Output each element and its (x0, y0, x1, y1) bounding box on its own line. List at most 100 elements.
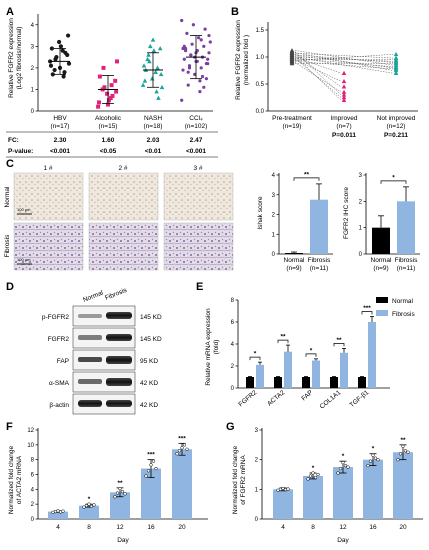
e-sig-3-bracket (333, 343, 345, 347)
legend-normal: Normal (392, 298, 414, 305)
b-after-point-5 (341, 95, 347, 100)
g-sig-4: ** (400, 437, 406, 444)
a-point-0-5 (48, 63, 54, 68)
d-kd-4: 42 KD (140, 402, 158, 409)
e-sig-2-label: * (310, 347, 313, 354)
a-point-3-6 (199, 66, 203, 70)
a-point-1-7 (101, 65, 106, 70)
a-point-2-4 (149, 76, 155, 81)
f-point-1-3 (89, 504, 94, 509)
d-protein-0: p-FGFR2 (42, 314, 69, 321)
a-point-0-15 (50, 72, 55, 77)
panel-e-ylabel-2: (fold) (213, 340, 220, 355)
a-point-3-19 (197, 36, 201, 40)
panel-f-ylabel-2: of ACTA2 mRNA (16, 455, 23, 504)
blot-box-asma (72, 371, 136, 393)
g-xtick-3: 16 (369, 524, 377, 531)
band-p-fgfr2-fibrosis (106, 312, 132, 319)
f-ytick-4: 8 (31, 458, 35, 464)
a-point-1-8 (114, 89, 119, 94)
a-point-2-9 (150, 37, 156, 42)
panel-c-label: C (6, 158, 14, 170)
band-asma-normal (78, 379, 102, 384)
panel-a-ylabel-2: (Log2 fibrosis/normal) (16, 27, 23, 90)
b-group-1-name: Improved (330, 115, 357, 122)
c-col-0: 1 # (43, 165, 52, 172)
e-xlabel-4: TGF-β1 (349, 389, 371, 409)
histology-fibrosis-2 (88, 222, 159, 271)
f-ytick-5: 10 (27, 443, 34, 449)
b-pair-line-2 (294, 54, 342, 87)
a-point-3-39 (202, 85, 206, 89)
a-point-3-22 (191, 23, 195, 27)
b-pre-point-15 (289, 50, 295, 55)
a-point-2-6 (154, 89, 159, 94)
cc-cat-0-n: (n=9) (373, 265, 388, 272)
a-point-3-26 (204, 61, 208, 66)
b-after-point-15 (393, 68, 399, 73)
e-bar-0-1 (274, 377, 282, 388)
a-point-2-7 (146, 52, 151, 57)
a-p-label: P-value: (8, 148, 33, 155)
g-ytick-0: 0 (255, 517, 259, 523)
a-p-1: <0.05 (100, 148, 117, 155)
panel-b-xlabels: Pre-treatment (n=19) Improved (n=7) P=0.… (272, 115, 416, 139)
band-bactin-fibrosis (106, 400, 132, 407)
a-fc-0: 2.30 (54, 137, 67, 144)
a-point-3-31 (206, 57, 210, 61)
f-xtick-0: 4 (56, 524, 60, 531)
f-point-4-4 (185, 447, 189, 451)
f-ytick-6: 12 (27, 428, 34, 434)
panel-a-xlabels: HBV (n=17) Alcoholic (n=15) NASH (n=18) … (51, 115, 208, 130)
f-point-1-4 (92, 503, 96, 507)
f-ytick-0: 0 (31, 517, 35, 523)
g-bar-2 (333, 467, 353, 519)
b-pre-point-10 (289, 61, 295, 66)
a-point-3-5 (181, 68, 185, 72)
d-kd-3: 42 KD (140, 380, 158, 387)
f-point-2-4 (123, 492, 127, 496)
e-sig-0-label: * (254, 351, 257, 358)
a-p-2: <0.01 (145, 148, 162, 155)
f-bar-2 (110, 492, 130, 519)
a-point-1-4 (105, 91, 110, 96)
a-point-3-34 (200, 74, 205, 79)
a-point-2-14 (151, 48, 157, 53)
panel-b-ylabel-2: (normalized fold ) (243, 35, 250, 85)
a-point-3-23 (180, 18, 184, 23)
e-ytick-4: 8 (231, 298, 235, 304)
panel-e-ylabel-1: Relative mRNA expression (205, 308, 212, 386)
f-point-4-3 (182, 443, 187, 447)
blot-box-fgfr2 (72, 327, 136, 349)
e-bar-1-2 (312, 360, 320, 388)
e-bar-1-4 (368, 322, 376, 388)
f-point-0-4 (61, 509, 65, 513)
histology-fibrosis-1 (13, 222, 84, 271)
cc-cat-1: Fibrosis (395, 257, 419, 264)
f-sig-4: *** (178, 435, 186, 442)
a-point-2-13 (159, 84, 165, 90)
band-fap-normal (78, 357, 102, 362)
g-point-1-4 (316, 472, 320, 477)
c-row-1: Fibrosis (4, 234, 11, 258)
a-point-3-18 (208, 40, 212, 44)
e-ytick-3: 6 (231, 320, 235, 326)
ci-ytick-0: 0 (272, 252, 276, 258)
panel-b-axes (267, 22, 418, 112)
panel-a-label: A (6, 6, 14, 18)
f-point-1-0 (82, 505, 86, 509)
e-ytick-1: 2 (231, 364, 235, 370)
panel-g-label: G (226, 421, 235, 433)
f-point-3-2 (149, 463, 153, 467)
a-point-0-4 (57, 39, 62, 45)
a-point-0-13 (66, 61, 72, 66)
histology-normal-2 (88, 172, 159, 221)
ci-cat-0-n: (n=9) (286, 265, 301, 272)
a-point-3-0 (180, 98, 184, 102)
f-point-1-1 (84, 504, 89, 508)
a-point-1-3 (113, 78, 118, 83)
a-fc-3: 2.47 (190, 137, 203, 144)
e-xlabel-0: FGFR2 (237, 389, 258, 408)
panel-a-ylabel-1: Relative FGFR2 expression (8, 18, 15, 98)
